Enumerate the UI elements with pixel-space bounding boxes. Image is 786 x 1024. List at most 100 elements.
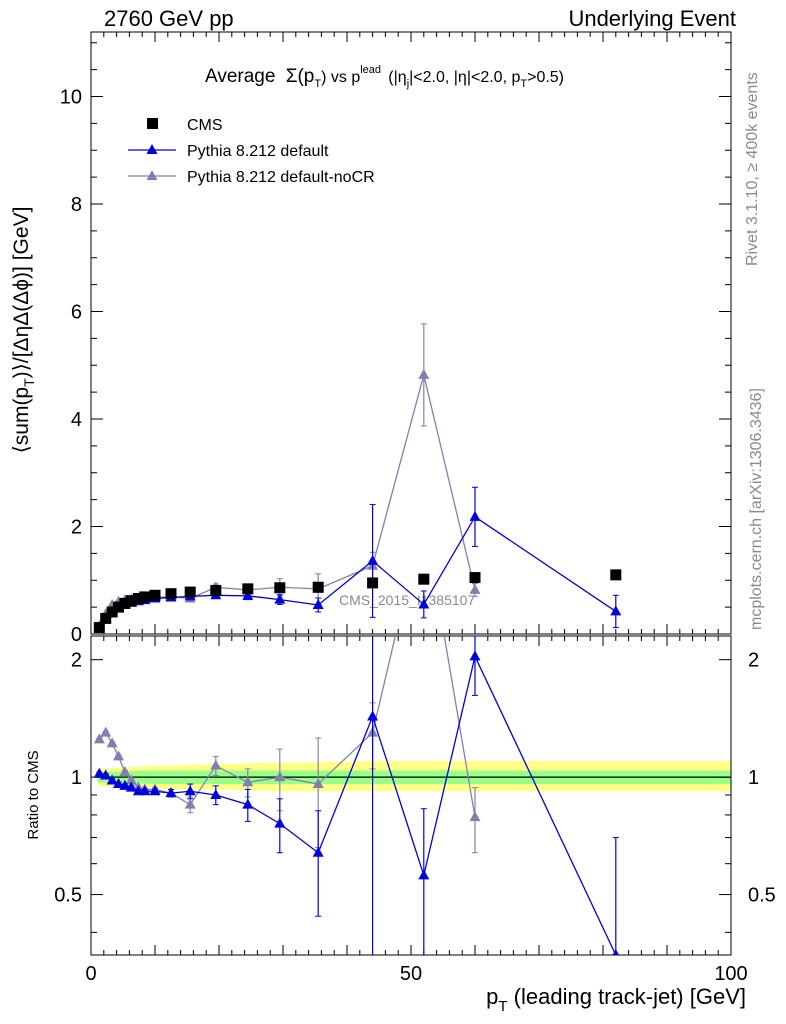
legend-cms-label: CMS: [187, 117, 223, 134]
ratio-pythia-default-point: [210, 788, 222, 799]
title-lead: lead: [360, 64, 381, 76]
ratio-pythia-nocr-point: [312, 778, 324, 789]
title-vs: ) vs p: [321, 69, 360, 86]
ratio-pythia-default-point: [274, 817, 286, 828]
title-sigma: Σ(p: [286, 66, 315, 87]
main-pythia-nocr-point: [469, 583, 481, 594]
watermark: CMS_2015_I1385107: [339, 592, 475, 608]
main-title: Average Σ(pT) vs plead (|ηj|<2.0, |η|<2.…: [205, 57, 564, 90]
ratio-pythia-default-point: [106, 774, 118, 785]
ratio-pythia-default-point: [184, 785, 196, 796]
x-tick-label: 50: [400, 963, 422, 985]
title-sub-t2: T: [520, 78, 527, 90]
main-cms-point: [93, 622, 105, 634]
axes: 0 50 100 0 2 4 6 8 10 0.5 0.5 1 1 2 2: [54, 31, 776, 985]
main-y-tick-label: 10: [60, 87, 82, 109]
legend: CMS Pythia 8.212 default Pythia 8.212 de…: [128, 117, 375, 186]
ratio-pythia-nocr-point: [184, 798, 196, 809]
main-cms-point: [119, 597, 131, 609]
main-pythia-default-point: [312, 598, 324, 609]
ratio-ylabel: Ratio to CMS: [25, 750, 42, 839]
ratio-pythia-default-point: [93, 767, 105, 778]
ratio-pythia-default-point: [149, 785, 161, 796]
title-sub-j: j: [406, 78, 409, 90]
main-cms-point: [274, 582, 286, 594]
main-y-tick-label: 8: [71, 194, 82, 216]
ratio-pythia-default-point: [165, 787, 177, 798]
x-tick-label: 100: [714, 963, 747, 985]
ratio-pythia-nocr-point: [210, 759, 222, 770]
legend-default-marker: [146, 144, 158, 154]
ratio-pythia-nocr-point: [418, 509, 429, 519]
ratio-pythia-nocr-point: [106, 737, 118, 748]
ratio-pythia-default-point: [367, 710, 379, 721]
ratio-y-tick-label-right: 1: [748, 767, 759, 789]
main-pythia-nocr-line: [98, 374, 476, 627]
main-y-tick-label: 4: [71, 409, 82, 431]
ratio-y-tick-label: 1: [71, 767, 82, 789]
title-cond3: >0.5): [527, 69, 564, 86]
x-tick-label: 0: [85, 963, 96, 985]
main-cms-point: [100, 612, 112, 624]
ratio-y-tick-label-right: 0.5: [748, 885, 776, 907]
ratio-xlabel: pT (leading track-jet) [GeV]: [486, 984, 746, 1015]
main-pythia-default-point: [242, 589, 254, 600]
legend-default-label: Pythia 8.212 default: [187, 143, 329, 160]
ratio-pythia-default-line: [99, 654, 617, 955]
main-cms-point: [242, 583, 254, 595]
main-cms-point: [418, 573, 430, 585]
main-cms-point: [149, 589, 161, 601]
ratio-pythia-default-point: [312, 846, 324, 857]
main-cms-point: [469, 572, 481, 584]
main-y-tick-label: 0: [71, 624, 82, 646]
ratio-pythia-default-point: [100, 769, 112, 780]
main-pythia-default-point: [418, 598, 430, 609]
main-pythia-default-point: [274, 593, 286, 604]
title-cond2: |<2.0, |η|<2.0, p: [409, 69, 520, 86]
main-y-tick-label: 2: [71, 517, 82, 539]
main-cms-point: [132, 593, 144, 605]
ratio-pythia-default-point: [113, 778, 125, 789]
main-y-tick-label: 6: [71, 302, 82, 324]
main-cms-point: [106, 606, 118, 618]
ratio-pythia-nocr-point: [469, 811, 481, 822]
main-pythia-nocr-point: [418, 368, 430, 379]
ratio-marks: [93, 509, 620, 955]
ratio-pythia-nocr-point: [113, 750, 125, 761]
ratio-pythia-default-point: [139, 785, 151, 796]
main-marks: [93, 323, 622, 634]
legend-cms-marker: [147, 118, 158, 129]
ratio-pythia-nocr-point: [242, 776, 254, 787]
ratio-y-tick-label: 2: [71, 650, 82, 672]
main-cms-point: [139, 591, 151, 603]
ratio-pythia-default-point: [469, 650, 481, 661]
main-pythia-default-point: [469, 510, 481, 521]
ratio-pythia-default-point: [612, 949, 620, 955]
legend-nocr-marker: [146, 170, 158, 180]
header-left: 2760 GeV pp: [104, 6, 234, 31]
main-cms-point: [210, 584, 222, 596]
ratio-pythia-nocr-point: [119, 766, 131, 777]
ratio-pythia-nocr-point: [93, 733, 105, 744]
main-cms-point: [113, 601, 125, 613]
main-cms-point: [367, 577, 379, 589]
ratio-pythia-nocr-point: [125, 774, 137, 785]
ratio-uncertainty-bands: [97, 760, 731, 792]
ratio-y-tick-label-right: 2: [748, 650, 759, 672]
header-right: Underlying Event: [568, 6, 736, 31]
ratio-plot-frame: [90, 635, 732, 956]
title-average: Average: [205, 66, 275, 87]
title-sub-t: T: [314, 78, 321, 90]
main-cms-point: [610, 569, 622, 581]
main-pythia-default-point: [610, 605, 622, 616]
ratio-pythia-default-point: [418, 869, 430, 880]
ratio-pythia-nocr-point: [100, 726, 112, 737]
ratio-pythia-nocr-point: [274, 771, 286, 782]
legend-nocr-label: Pythia 8.212 default-noCR: [187, 169, 375, 186]
title-cond: (|η: [388, 69, 406, 86]
main-ylabel: ⟨sum(pT)⟩/[ΔηΔ(Δϕ)] [GeV]: [10, 207, 37, 454]
ratio-pythia-default-point: [119, 779, 131, 790]
main-cms-point: [312, 581, 324, 593]
main-cms-point: [165, 588, 177, 600]
